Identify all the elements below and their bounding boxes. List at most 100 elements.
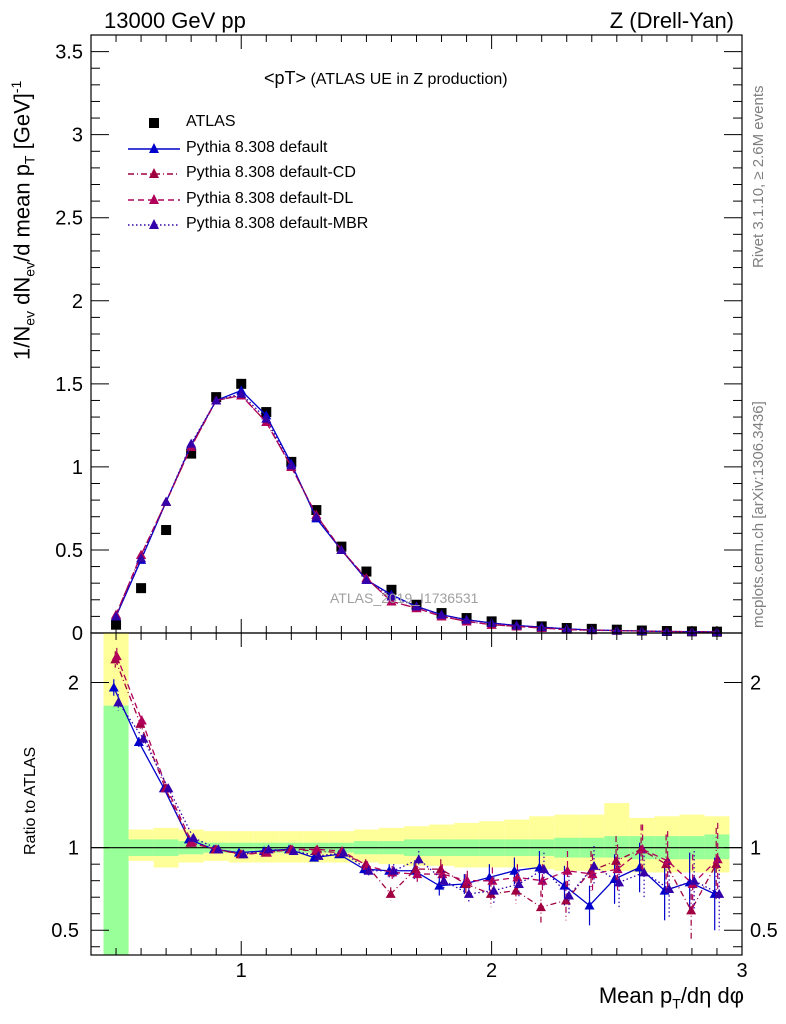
ratio-point — [512, 872, 523, 882]
ratio-point — [288, 845, 299, 855]
main-point — [236, 388, 247, 398]
ratio-point — [388, 865, 399, 875]
ratio-point — [434, 880, 445, 890]
atlas-point — [361, 566, 372, 577]
main-point — [511, 620, 522, 630]
ratio-point — [639, 867, 650, 877]
ratio-point — [163, 783, 174, 793]
legend-symbol-cd — [128, 168, 180, 178]
legend-label-mbr: Pythia 8.308 default-MBR — [186, 215, 369, 232]
y-tick-label: 2.5 — [55, 208, 83, 230]
legend-label-atlas: ATLAS — [186, 113, 236, 130]
x-axis-label: Mean pT/dη dφ — [598, 983, 744, 1012]
rivet-label: Rivet 3.1.10, ≥ 2.6M events — [750, 85, 767, 269]
ratio-y-tick-label: 1 — [68, 838, 79, 860]
ratio-point — [108, 682, 119, 692]
atlas-point — [161, 525, 172, 536]
ratio-point — [538, 864, 549, 874]
header-left: 13000 GeV pp — [104, 8, 246, 33]
plot-title-sub: (ATLAS UE in Z production) — [306, 71, 508, 88]
ratio-point — [714, 888, 725, 898]
ratio-point — [584, 900, 595, 910]
main-point — [386, 596, 397, 606]
analysis-watermark: ATLAS_2019_I1736531 — [330, 590, 479, 606]
ratio-band-inner — [103, 705, 129, 955]
x-tick-label: 3 — [736, 960, 747, 982]
ratio-point — [138, 733, 149, 743]
main-point — [411, 601, 422, 611]
ratio-y-tick-label-right: 0.5 — [750, 920, 778, 942]
ratio-point — [509, 865, 520, 875]
ratio-y-tick-label-right: 1 — [750, 838, 761, 860]
x-tick-label: 1 — [236, 960, 247, 982]
main-point — [161, 496, 172, 506]
ratio-point — [560, 895, 571, 905]
ratio-plot-panel: 1 2 30.5 0.51 12 2 — [51, 35, 778, 982]
x-tick-label: 2 — [486, 960, 497, 982]
ratio-point — [563, 890, 574, 900]
ratio-point — [413, 854, 424, 864]
mcplots-label: mcplots.cern.ch [arXiv:1306.3436] — [750, 401, 767, 628]
ratio-point — [438, 875, 449, 885]
main-point — [461, 614, 472, 624]
legend-label-dl: Pythia 8.308 default-DL — [186, 189, 354, 207]
ratio-point — [437, 869, 448, 879]
main-point — [211, 395, 222, 405]
main-point — [111, 611, 122, 621]
legend-symbol-default — [128, 142, 180, 153]
ratio-frame — [90, 632, 743, 956]
legend-symbol-atlas — [149, 118, 159, 128]
ratio-band-inner — [604, 836, 630, 858]
ratio-point — [263, 844, 274, 854]
ratio-point — [136, 715, 147, 725]
legend-symbol-mbr — [128, 219, 180, 229]
ratio-point — [513, 878, 524, 888]
atlas-point — [136, 583, 147, 594]
y-tick-label: 0 — [72, 623, 83, 645]
main-point — [136, 553, 147, 563]
ratio-point — [488, 885, 499, 895]
header-right: Z (Drell-Yan) — [609, 8, 734, 33]
ratio-point — [712, 854, 723, 864]
legend-label-default: Pythia 8.308 default — [186, 138, 328, 156]
plot-title-main: <pT> — [264, 68, 307, 88]
ratio-point — [313, 850, 324, 860]
y-tick-label: 1 — [72, 457, 83, 479]
ratio-point — [113, 697, 124, 707]
main-point — [186, 438, 197, 448]
legend-label-cd: Pythia 8.308 default-CD — [186, 164, 356, 181]
ratio-point — [363, 865, 374, 875]
ratio-y-tick-label-right: 2 — [750, 673, 761, 695]
ratio-y-tick-label: 0.5 — [51, 920, 79, 942]
ratio-point — [662, 855, 673, 865]
y-tick-label: 2 — [72, 291, 83, 313]
ratio-point — [463, 888, 474, 898]
ratio-point — [535, 902, 546, 912]
ratio-point — [188, 832, 199, 842]
atlas-point — [111, 619, 122, 630]
main-point — [386, 591, 397, 601]
ratio-y-tick-label: 2 — [68, 673, 79, 695]
ratio-point — [612, 864, 623, 874]
y-tick-label: 1.5 — [55, 374, 83, 396]
ratio-point — [186, 837, 197, 847]
ratio-point — [412, 869, 423, 879]
main-point — [286, 460, 297, 470]
legend-symbol-dl — [128, 193, 180, 204]
main-point — [436, 609, 447, 619]
y-tick-label: 0.5 — [55, 540, 83, 562]
ratio-point — [537, 875, 548, 885]
ratio-point — [562, 865, 573, 875]
ratio-point — [510, 885, 521, 895]
ratio-point — [133, 736, 144, 746]
ratio-point — [462, 875, 473, 885]
y-tick-label: 3 — [72, 125, 83, 147]
y-axis-label-main: 1/Nev dNev/d mean pT [GeV]-1 — [8, 80, 38, 360]
ratio-point — [637, 844, 648, 854]
ratio-point — [686, 905, 697, 915]
main-point — [311, 511, 322, 521]
ratio-point — [589, 860, 600, 870]
ratio-point — [487, 875, 498, 885]
ratio-point — [689, 875, 700, 885]
